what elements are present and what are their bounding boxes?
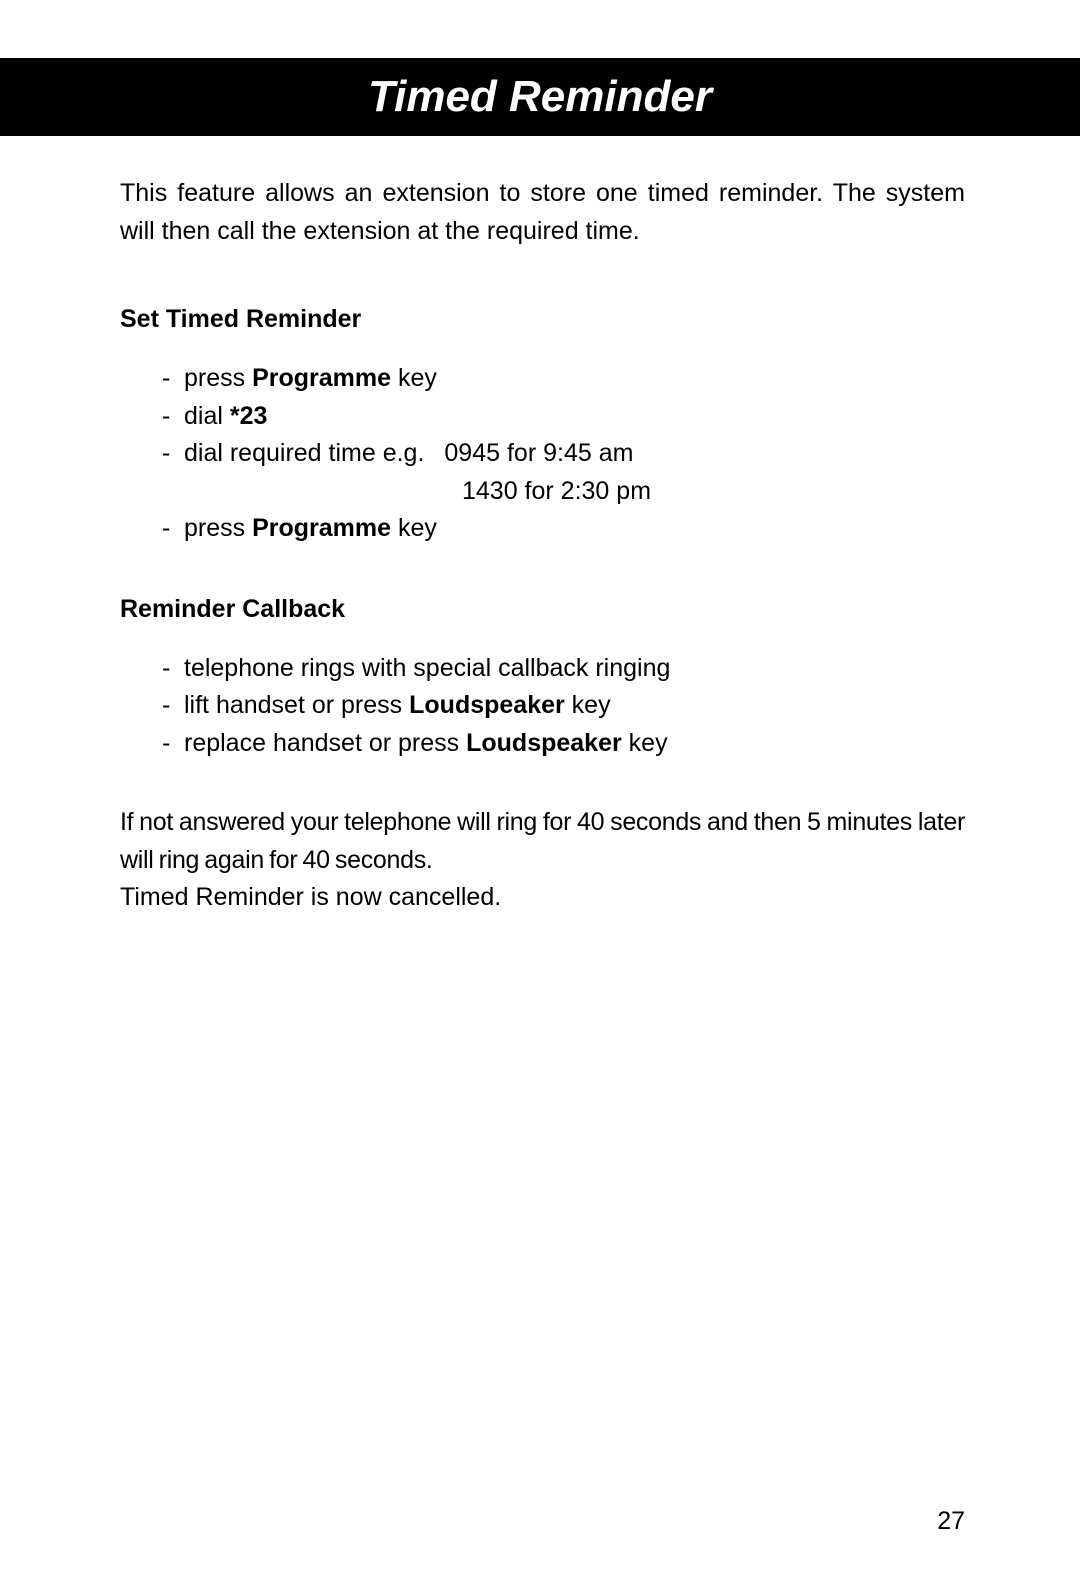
intro-paragraph: This feature allows an extension to stor… (120, 174, 965, 250)
list-dash: - (162, 650, 184, 688)
example-time-2: 1430 for 2:30 pm (462, 473, 651, 511)
list-item: - replace handset or press Loudspeaker k… (162, 725, 965, 763)
list-dash: - (162, 510, 184, 548)
list-text: replace handset or press Loudspeaker key (184, 725, 668, 763)
footer-line-2: Timed Reminder is now cancelled. (120, 879, 965, 917)
list-text: lift handset or press Loudspeaker key (184, 687, 611, 725)
list-item: - dial required time e.g. 0945 for 9:45 … (162, 435, 965, 473)
list-item: - press Programme key (162, 510, 965, 548)
list-text: dial *23 (184, 398, 267, 436)
example-time-row: 1430 for 2:30 pm (162, 473, 965, 511)
list-dash: - (162, 725, 184, 763)
list-text: telephone rings with special callback ri… (184, 650, 670, 688)
set-reminder-list: - press Programme key - dial *23 - dial … (120, 360, 965, 548)
list-dash: - (162, 360, 184, 398)
list-dash: - (162, 435, 184, 473)
list-item: - telephone rings with special callback … (162, 650, 965, 688)
section-heading-callback: Reminder Callback (120, 590, 965, 628)
list-dash: - (162, 687, 184, 725)
list-item: - press Programme key (162, 360, 965, 398)
example-time-1: 0945 for 9:45 am (444, 435, 633, 473)
list-item: - lift handset or press Loudspeaker key (162, 687, 965, 725)
callback-list: - telephone rings with special callback … (120, 650, 965, 763)
page-title: Timed Reminder (368, 72, 712, 121)
page-number: 27 (937, 1507, 965, 1536)
content-area: This feature allows an extension to stor… (0, 136, 1080, 917)
footer-line-1: If not answered your telephone will ring… (120, 804, 965, 879)
footer-paragraph: If not answered your telephone will ring… (120, 804, 965, 917)
list-text: press Programme key (184, 510, 437, 548)
page-title-bar: Timed Reminder (0, 58, 1080, 136)
list-item: - dial *23 (162, 398, 965, 436)
list-text: dial required time e.g. (184, 435, 424, 473)
list-text: press Programme key (184, 360, 437, 398)
section-heading-set: Set Timed Reminder (120, 300, 965, 338)
list-dash: - (162, 398, 184, 436)
